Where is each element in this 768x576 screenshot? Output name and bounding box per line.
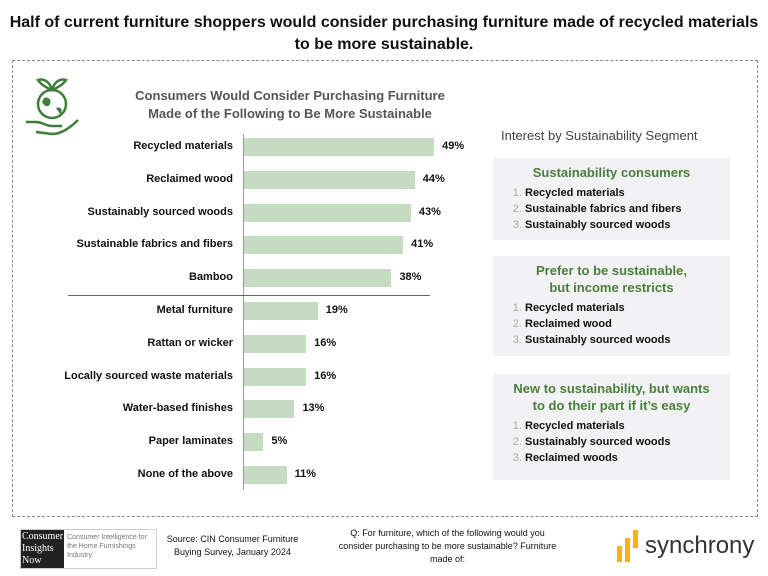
chart-title: Consumers Would Consider Purchasing Furn… bbox=[135, 88, 445, 121]
content-frame bbox=[12, 60, 758, 517]
data-label: 16% bbox=[314, 370, 337, 382]
bar bbox=[244, 236, 404, 254]
bar bbox=[244, 171, 415, 189]
segment-item: Sustainably sourced woods bbox=[525, 217, 730, 233]
cin-logo: Consumer Insights Now Consumer Intellige… bbox=[20, 529, 157, 569]
category-label: Sustainable fabrics and fibers bbox=[76, 238, 234, 250]
data-label: 5% bbox=[271, 435, 288, 447]
category-label: None of the above bbox=[137, 468, 233, 480]
category-label: Rattan or wicker bbox=[147, 337, 233, 349]
bar bbox=[244, 433, 264, 451]
category-label: Recycled materials bbox=[133, 140, 233, 152]
logo-text: Consumer Insights Now bbox=[21, 530, 65, 568]
page-title: Half of current furniture shoppers would… bbox=[9, 14, 759, 53]
segment-title: Prefer to be sustainable, but income res… bbox=[536, 263, 687, 295]
segment-item: Recycled materials bbox=[525, 300, 730, 316]
data-label: 13% bbox=[302, 402, 325, 414]
bar bbox=[244, 466, 287, 484]
bar bbox=[244, 368, 307, 386]
data-label: 43% bbox=[418, 206, 441, 218]
segment-item: Sustainably sourced woods bbox=[525, 332, 730, 348]
bar bbox=[244, 335, 307, 353]
data-label: 44% bbox=[422, 173, 445, 185]
logo-tagline: Consumer Intelligence for the Home Furni… bbox=[67, 534, 147, 559]
category-label: Locally sourced waste materials bbox=[64, 370, 233, 382]
category-label: Sustainably sourced woods bbox=[87, 206, 233, 218]
segment-title: New to sustainability, but wants to do t… bbox=[513, 381, 710, 413]
bar bbox=[244, 302, 318, 320]
segment-item: Reclaimed woods bbox=[525, 450, 730, 466]
category-label: Water-based finishes bbox=[122, 402, 233, 414]
globe-in-hand-icon bbox=[26, 78, 79, 136]
data-label: 38% bbox=[399, 271, 422, 283]
segment-item: Sustainably sourced woods bbox=[525, 434, 730, 450]
category-label: Reclaimed wood bbox=[146, 173, 233, 185]
group-divider bbox=[68, 295, 430, 296]
question-note: Q: For furniture, which of the following… bbox=[338, 528, 557, 564]
segment-box-2: Prefer to be sustainable, but income res… bbox=[493, 256, 730, 356]
category-label: Paper laminates bbox=[148, 435, 233, 447]
segment-item: Reclaimed wood bbox=[525, 316, 730, 332]
y-axis-line bbox=[243, 134, 244, 490]
category-label: Metal furniture bbox=[156, 304, 233, 316]
synchrony-logo-mark bbox=[617, 530, 641, 562]
segment-item: Sustainable fabrics and fibers bbox=[525, 201, 730, 217]
segment-box-1: Sustainability consumers Recycled materi… bbox=[493, 158, 730, 240]
data-label: 19% bbox=[325, 304, 348, 316]
data-label: 49% bbox=[442, 140, 465, 152]
segment-heading: Interest by Sustainability Segment bbox=[501, 128, 698, 143]
bar bbox=[244, 400, 295, 418]
bar bbox=[244, 138, 435, 156]
segment-title: Sustainability consumers bbox=[532, 165, 691, 180]
segment-item: Recycled materials bbox=[525, 418, 730, 434]
data-label: 41% bbox=[411, 238, 434, 250]
source-note: Source: CIN Consumer Furniture Buying Su… bbox=[166, 534, 299, 557]
bar bbox=[244, 269, 392, 287]
synchrony-logo: synchrony bbox=[645, 532, 755, 559]
segment-item: Recycled materials bbox=[525, 185, 730, 201]
segment-box-3: New to sustainability, but wants to do t… bbox=[493, 374, 730, 480]
category-label: Bamboo bbox=[189, 271, 233, 283]
data-label: 11% bbox=[294, 468, 317, 480]
bar bbox=[244, 204, 411, 222]
data-label: 16% bbox=[314, 337, 337, 349]
